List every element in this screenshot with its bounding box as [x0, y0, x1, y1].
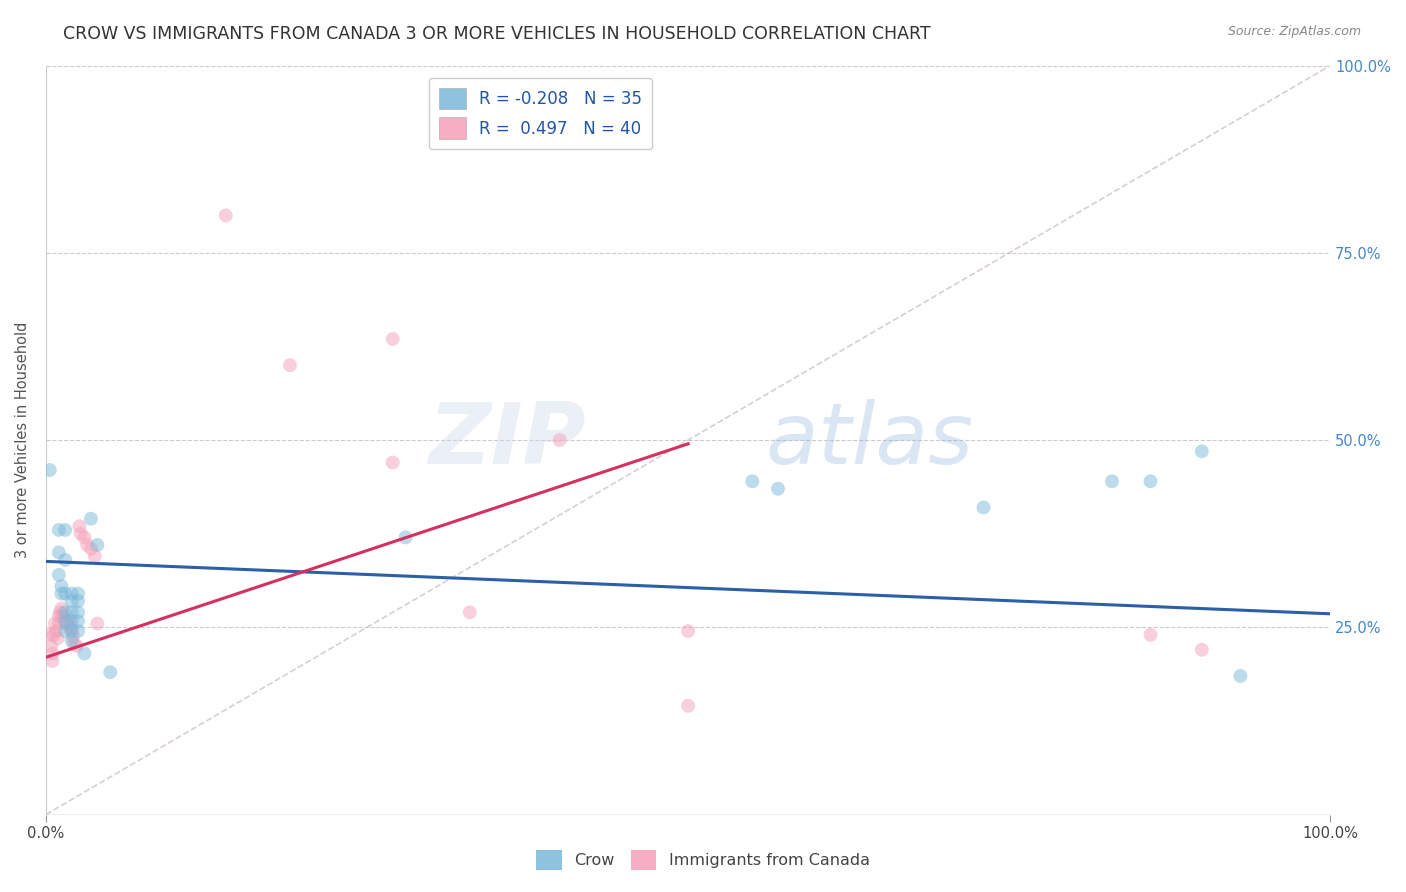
Point	[278, 358, 301, 372]
Point	[1139, 475, 1161, 489]
Point	[53, 523, 76, 537]
Point	[381, 332, 404, 346]
Point	[67, 586, 90, 600]
Point	[73, 530, 96, 544]
Point	[1191, 642, 1213, 657]
Point	[60, 615, 83, 629]
Point	[38, 628, 60, 642]
Point	[59, 622, 82, 636]
Point	[63, 637, 86, 651]
Point	[676, 624, 699, 638]
Point	[49, 605, 72, 619]
Point	[458, 605, 481, 619]
Point	[67, 594, 90, 608]
Point	[67, 605, 90, 619]
Point	[60, 586, 83, 600]
Point	[741, 475, 763, 489]
Point	[53, 624, 76, 638]
Text: atlas: atlas	[765, 399, 973, 482]
Point	[1101, 475, 1123, 489]
Point	[1139, 628, 1161, 642]
Point	[676, 698, 699, 713]
Point	[44, 616, 66, 631]
Point	[60, 605, 83, 619]
Point	[48, 523, 70, 537]
Point	[86, 616, 108, 631]
Point	[42, 628, 65, 642]
Point	[67, 519, 90, 533]
Text: ZIP: ZIP	[427, 399, 585, 482]
Point	[45, 624, 67, 638]
Point	[53, 605, 76, 619]
Point	[381, 456, 404, 470]
Point	[48, 609, 70, 624]
Point	[52, 609, 75, 624]
Point	[52, 609, 75, 624]
Point	[51, 579, 73, 593]
Point	[53, 553, 76, 567]
Point	[394, 530, 416, 544]
Legend: R = -0.208   N = 35, R =  0.497   N = 40: R = -0.208 N = 35, R = 0.497 N = 40	[429, 78, 652, 149]
Point	[53, 586, 76, 600]
Point	[41, 654, 63, 668]
Point	[60, 633, 83, 648]
Point	[53, 613, 76, 627]
Point	[973, 500, 995, 515]
Point	[60, 594, 83, 608]
Point	[67, 624, 90, 638]
Point	[46, 632, 69, 646]
Point	[67, 615, 90, 629]
Point	[60, 622, 83, 636]
Point	[215, 208, 238, 222]
Point	[73, 647, 96, 661]
Point	[53, 615, 76, 629]
Point	[1191, 444, 1213, 458]
Point	[48, 616, 70, 631]
Point	[1229, 669, 1251, 683]
Point	[86, 538, 108, 552]
Point	[51, 601, 73, 615]
Point	[62, 629, 84, 643]
Point	[80, 511, 103, 525]
Point	[80, 541, 103, 556]
Point	[60, 624, 83, 638]
Point	[51, 586, 73, 600]
Point	[39, 639, 62, 653]
Point	[38, 463, 60, 477]
Point	[83, 549, 105, 563]
Point	[766, 482, 789, 496]
Point	[69, 526, 91, 541]
Y-axis label: 3 or more Vehicles in Household: 3 or more Vehicles in Household	[15, 322, 30, 558]
Text: Source: ZipAtlas.com: Source: ZipAtlas.com	[1227, 25, 1361, 38]
Point	[66, 639, 89, 653]
Point	[98, 665, 121, 680]
Point	[48, 545, 70, 559]
Legend: Crow, Immigrants from Canada: Crow, Immigrants from Canada	[530, 844, 876, 877]
Point	[55, 616, 77, 631]
Point	[58, 613, 80, 627]
Text: CROW VS IMMIGRANTS FROM CANADA 3 OR MORE VEHICLES IN HOUSEHOLD CORRELATION CHART: CROW VS IMMIGRANTS FROM CANADA 3 OR MORE…	[63, 25, 931, 43]
Point	[76, 538, 98, 552]
Point	[56, 616, 79, 631]
Point	[48, 567, 70, 582]
Point	[41, 647, 63, 661]
Point	[548, 433, 571, 447]
